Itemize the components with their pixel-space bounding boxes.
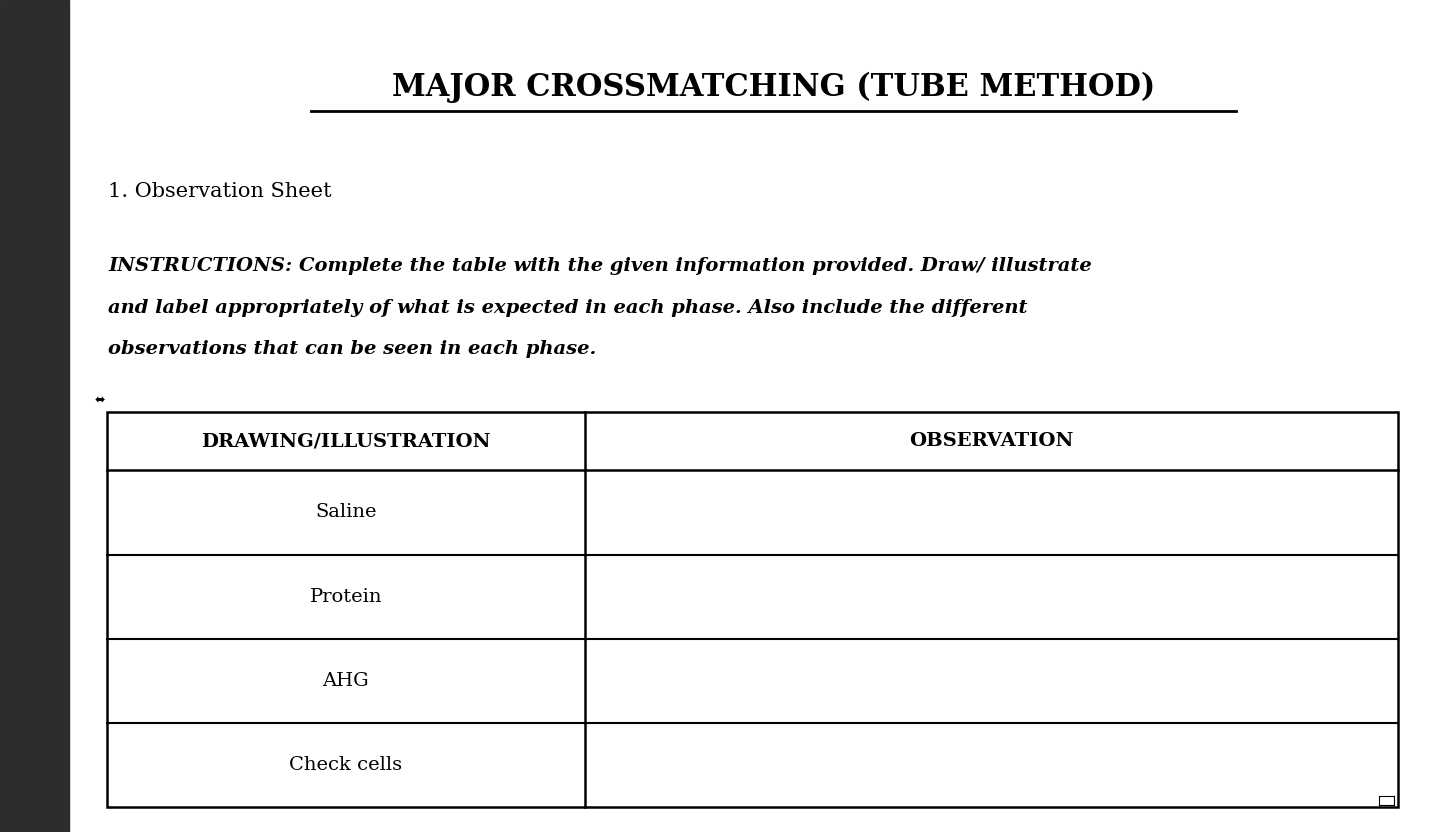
Bar: [107, 412, 1398, 807]
Text: Check cells: Check cells: [289, 756, 402, 774]
Text: ⬌: ⬌: [94, 394, 106, 408]
Text: OBSERVATION: OBSERVATION: [910, 432, 1074, 450]
Text: DRAWING/ILLUSTRATION: DRAWING/ILLUSTRATION: [201, 432, 490, 450]
Bar: [0, 0, 69, 832]
Text: Protein: Protein: [309, 587, 382, 606]
Text: Saline: Saline: [315, 503, 376, 522]
Text: AHG: AHG: [322, 671, 369, 690]
Text: INSTRUCTIONS: Complete the table with the given information provided. Draw/ illu: INSTRUCTIONS: Complete the table with th…: [108, 257, 1092, 275]
Text: MAJOR CROSSMATCHING (TUBE METHOD): MAJOR CROSSMATCHING (TUBE METHOD): [392, 72, 1155, 103]
Text: observations that can be seen in each phase.: observations that can be seen in each ph…: [108, 340, 597, 359]
Text: and label appropriately of what is expected in each phase. Also include the diff: and label appropriately of what is expec…: [108, 299, 1028, 317]
Text: 1. Observation Sheet: 1. Observation Sheet: [108, 182, 333, 201]
